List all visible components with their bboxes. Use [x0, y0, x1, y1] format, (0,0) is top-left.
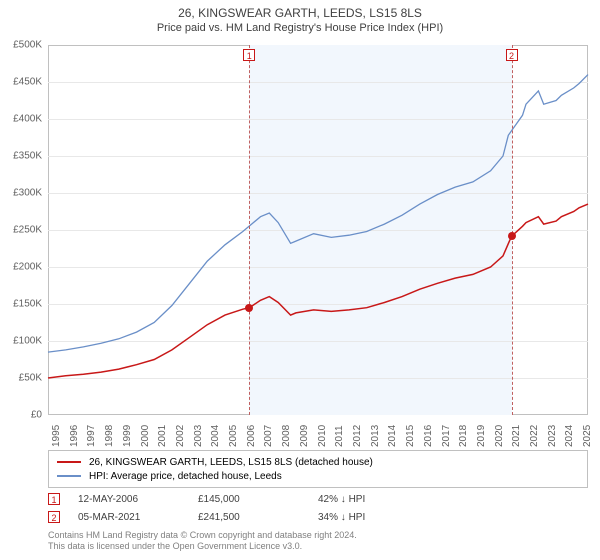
y-tick-label: £200K	[0, 262, 42, 273]
x-tick-label: 2001	[157, 425, 168, 447]
attribution-line2: This data is licensed under the Open Gov…	[48, 541, 588, 552]
data-point-marker-2: 2	[48, 511, 60, 523]
series-property	[48, 204, 588, 378]
chart-title-line2: Price paid vs. HM Land Registry's House …	[0, 22, 600, 34]
x-tick-label: 2017	[441, 425, 452, 447]
y-tick-label: £150K	[0, 299, 42, 310]
sale-dot	[508, 232, 516, 240]
data-point-delta-1: 42% ↓ HPI	[318, 494, 438, 505]
x-tick-label: 2015	[405, 425, 416, 447]
y-tick-label: £500K	[0, 40, 42, 51]
data-point-date-2: 05-MAR-2021	[78, 512, 198, 523]
x-tick-label: 2021	[511, 425, 522, 447]
x-tick-label: 2008	[281, 425, 292, 447]
x-tick-label: 2022	[529, 425, 540, 447]
event-marker: 1	[243, 49, 255, 61]
legend-item-hpi: HPI: Average price, detached house, Leed…	[57, 469, 579, 483]
legend-label-property: 26, KINGSWEAR GARTH, LEEDS, LS15 8LS (de…	[89, 457, 373, 468]
x-tick-label: 2000	[140, 425, 151, 447]
x-tick-label: 2007	[263, 425, 274, 447]
x-tick-label: 2006	[246, 425, 257, 447]
x-tick-label: 2004	[210, 425, 221, 447]
x-tick-label: 2003	[193, 425, 204, 447]
attribution: Contains HM Land Registry data © Crown c…	[48, 530, 588, 552]
y-tick-label: £100K	[0, 336, 42, 347]
x-tick-label: 2013	[370, 425, 381, 447]
data-point-delta-2: 34% ↓ HPI	[318, 512, 438, 523]
x-tick-label: 1995	[51, 425, 62, 447]
x-tick-label: 1996	[69, 425, 80, 447]
line-series	[48, 45, 588, 415]
attribution-line1: Contains HM Land Registry data © Crown c…	[48, 530, 588, 541]
event-line	[249, 45, 250, 415]
legend: 26, KINGSWEAR GARTH, LEEDS, LS15 8LS (de…	[48, 450, 588, 488]
y-tick-label: £450K	[0, 77, 42, 88]
x-tick-label: 2016	[423, 425, 434, 447]
y-tick-label: £250K	[0, 225, 42, 236]
y-tick-label: £0	[0, 410, 42, 421]
x-tick-label: 1998	[104, 425, 115, 447]
x-tick-label: 2009	[299, 425, 310, 447]
chart: 12	[48, 45, 588, 415]
x-tick-label: 1999	[122, 425, 133, 447]
x-tick-label: 2014	[387, 425, 398, 447]
y-tick-label: £400K	[0, 114, 42, 125]
x-tick-label: 2023	[547, 425, 558, 447]
x-tick-label: 2019	[476, 425, 487, 447]
data-point-marker-1: 1	[48, 493, 60, 505]
legend-label-hpi: HPI: Average price, detached house, Leed…	[89, 471, 282, 482]
data-points-table: 1 12-MAY-2006 £145,000 42% ↓ HPI 2 05-MA…	[48, 490, 588, 526]
legend-swatch-property	[57, 461, 81, 463]
x-tick-label: 2010	[317, 425, 328, 447]
chart-title-line1: 26, KINGSWEAR GARTH, LEEDS, LS15 8LS	[0, 6, 600, 20]
y-tick-label: £300K	[0, 188, 42, 199]
x-tick-label: 2020	[494, 425, 505, 447]
x-tick-label: 2005	[228, 425, 239, 447]
event-line	[512, 45, 513, 415]
y-tick-label: £350K	[0, 151, 42, 162]
data-point-date-1: 12-MAY-2006	[78, 494, 198, 505]
y-tick-label: £50K	[0, 373, 42, 384]
data-point-price-1: £145,000	[198, 494, 318, 505]
x-tick-label: 1997	[86, 425, 97, 447]
event-marker: 2	[506, 49, 518, 61]
x-tick-label: 2002	[175, 425, 186, 447]
legend-item-property: 26, KINGSWEAR GARTH, LEEDS, LS15 8LS (de…	[57, 455, 579, 469]
x-tick-label: 2011	[334, 425, 345, 447]
data-point-row-1: 1 12-MAY-2006 £145,000 42% ↓ HPI	[48, 490, 588, 508]
legend-swatch-hpi	[57, 475, 81, 477]
x-tick-label: 2025	[582, 425, 593, 447]
x-tick-label: 2012	[352, 425, 363, 447]
x-tick-label: 2024	[564, 425, 575, 447]
data-point-row-2: 2 05-MAR-2021 £241,500 34% ↓ HPI	[48, 508, 588, 526]
sale-dot	[245, 304, 253, 312]
x-tick-label: 2018	[458, 425, 469, 447]
data-point-price-2: £241,500	[198, 512, 318, 523]
